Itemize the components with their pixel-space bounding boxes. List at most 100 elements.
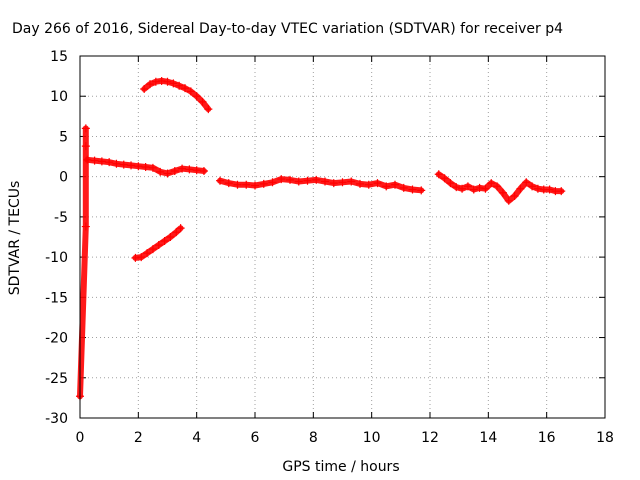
data-point	[198, 97, 207, 106]
data-point	[242, 180, 251, 189]
data-point	[434, 170, 443, 179]
data-point	[160, 237, 169, 246]
data-point	[458, 184, 467, 193]
data-point	[294, 177, 303, 186]
data-point	[224, 179, 233, 188]
data-point	[277, 175, 286, 184]
y-tick-label: 0	[59, 170, 68, 186]
data-point	[137, 253, 146, 262]
data-point	[251, 181, 259, 190]
data-point	[233, 180, 242, 189]
data-point	[493, 182, 502, 191]
y-axis-title: SDTVAR / TECUs	[7, 181, 23, 296]
data-point	[216, 176, 224, 185]
series-trace	[77, 125, 89, 400]
data-point	[192, 166, 201, 175]
data-point	[97, 157, 106, 166]
data-point	[169, 79, 178, 88]
data-point	[440, 174, 449, 183]
x-tick-label: 14	[479, 430, 497, 446]
data-point	[140, 84, 149, 93]
y-tick-label: -20	[45, 331, 68, 347]
series-6	[434, 170, 566, 205]
y-tick-label: -30	[45, 411, 68, 427]
data-point	[321, 177, 329, 186]
data-point	[192, 92, 201, 101]
series-5	[76, 124, 90, 401]
data-point	[528, 182, 537, 191]
data-point	[533, 184, 542, 193]
y-tick-label: -5	[54, 210, 68, 226]
axis-ticks	[79, 55, 606, 419]
tick-labels: 0 2 4 6 8 10 12 14 16 18 15 10 5 0 -5 -10 -15 -20 -25 -30	[45, 49, 614, 446]
chart-title: Day 266 of 2016, Sidereal Day-to-day VTE…	[12, 21, 563, 37]
data-point	[166, 233, 175, 241]
data-point	[516, 184, 525, 193]
data-point	[185, 165, 194, 174]
data-point	[469, 185, 478, 194]
x-tick-label: 4	[192, 430, 201, 446]
data-points	[76, 76, 566, 401]
data-point	[510, 191, 519, 200]
data-point	[481, 184, 490, 193]
x-tick-label: 10	[363, 430, 381, 446]
data-point	[329, 179, 338, 188]
y-tick-label: 15	[50, 49, 68, 65]
data-point	[498, 188, 507, 197]
x-tick-label: 12	[421, 430, 439, 446]
y-tick-label: 5	[59, 129, 68, 145]
data-point	[204, 105, 213, 114]
data-point	[452, 183, 461, 192]
data-point	[163, 77, 172, 86]
data-point	[112, 159, 121, 168]
data-point	[338, 178, 347, 187]
series-2	[131, 224, 185, 262]
data-point	[356, 179, 364, 188]
data-point	[81, 142, 90, 151]
y-tick-label: -10	[45, 250, 68, 266]
data-point	[156, 167, 165, 176]
data-point	[373, 179, 382, 188]
data-point	[446, 179, 455, 188]
series-trace	[141, 77, 212, 113]
data-point	[364, 180, 373, 189]
data-point	[181, 84, 189, 93]
data-point	[199, 167, 208, 176]
data-point	[176, 224, 185, 233]
y-tick-label: 10	[50, 89, 68, 105]
y-tick-label: -15	[45, 290, 68, 306]
data-point	[90, 156, 99, 165]
data-point	[268, 178, 277, 187]
data-point	[545, 185, 554, 194]
data-point	[557, 187, 566, 196]
data-point	[81, 124, 90, 133]
data-point	[312, 175, 321, 184]
data-point	[119, 160, 128, 169]
data-point	[141, 163, 150, 172]
data-point	[303, 176, 312, 185]
data-point	[170, 167, 179, 176]
data-point	[148, 163, 157, 172]
data-point	[178, 164, 187, 173]
data-point	[463, 182, 472, 191]
grid	[80, 56, 605, 418]
data-point	[81, 222, 90, 231]
x-tick-label: 8	[309, 430, 318, 446]
x-tick-label: 18	[596, 430, 614, 446]
data-point	[127, 161, 136, 170]
y-tick-label: -25	[45, 371, 68, 387]
data-point	[259, 179, 268, 188]
data-point	[175, 81, 184, 90]
data-point	[347, 177, 356, 186]
x-tick-label: 6	[251, 430, 260, 446]
data-point	[172, 228, 181, 237]
data-point	[131, 253, 140, 262]
x-tick-label: 16	[538, 430, 556, 446]
data-point	[157, 76, 166, 85]
data-point	[154, 241, 163, 250]
data-point	[105, 158, 114, 167]
data-point	[143, 249, 152, 258]
data-point	[391, 180, 399, 189]
data-point	[417, 186, 426, 195]
